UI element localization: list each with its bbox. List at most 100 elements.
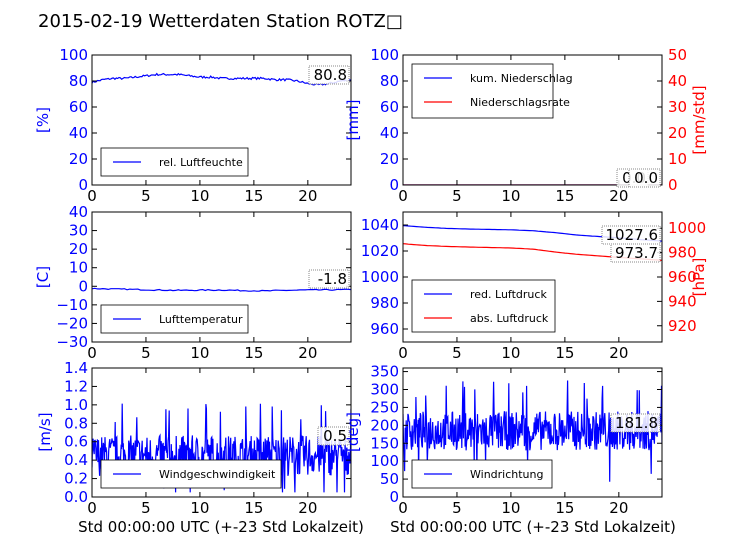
- legend-label: abs. Luftdruck: [470, 312, 549, 325]
- y-tick-label: 0.0: [64, 488, 88, 506]
- y-tick-label: 0: [78, 176, 88, 194]
- legend-label: Niederschlagsrate: [470, 96, 570, 109]
- last-value-label-box: [317, 426, 350, 446]
- legend-box: [100, 147, 249, 177]
- legend-label: Windgeschwindigkeit: [159, 468, 276, 481]
- x-tick-label: 0: [398, 187, 408, 205]
- y-tick-label: 0.6: [64, 433, 88, 451]
- last-value-label: 0.5: [323, 427, 347, 445]
- y-tick-label: 0.4: [64, 451, 88, 469]
- y-right-tick-label: 940: [668, 292, 697, 310]
- y-right-tick-label: 960: [668, 268, 697, 286]
- series-line-rel-luftfeuchte: [92, 72, 351, 86]
- x-tick-label: 10: [190, 187, 209, 205]
- y-right-tick-label: 30: [668, 98, 687, 116]
- last-value-label-box: [308, 269, 350, 289]
- y-tick-label: 250: [370, 398, 399, 416]
- y-tick-label: 300: [370, 381, 399, 399]
- y-tick-label: 80: [380, 72, 399, 90]
- x-tick-label: 20: [609, 344, 628, 362]
- legend-label: Lufttemperatur: [159, 313, 243, 326]
- y-tick-label: −10: [56, 296, 88, 314]
- x-tick-label: 0: [398, 344, 408, 362]
- x-tick-label: 20: [609, 187, 628, 205]
- y-tick-label: 1000: [361, 268, 399, 286]
- x-tick-label: 15: [555, 344, 574, 362]
- last-value-label: -1.8: [318, 270, 347, 288]
- y-tick-label: 30: [69, 222, 88, 240]
- figure-title: 2015-02-19 Wetterdaten Station ROTZ□: [38, 11, 403, 32]
- last-value-label: 181.8: [615, 414, 658, 432]
- x-tick-label: 20: [609, 499, 628, 517]
- last-value-label: 1027.6: [606, 226, 659, 244]
- y-right-tick-label: 920: [668, 317, 697, 335]
- panel-wind-speed: 0 5 10 15 20 0.00.20.40.60.81.01.21.4 [m/s] 0.5…: [36, 359, 352, 517]
- x-tick-label: 10: [501, 499, 520, 517]
- x-tick-label: 0: [87, 344, 97, 362]
- x-tick-label: 5: [452, 344, 462, 362]
- y-tick-label: 0: [78, 277, 88, 295]
- y-tick-label: 80: [69, 72, 88, 90]
- y-tick-label: 980: [370, 294, 399, 312]
- y-tick-label: 1.4: [64, 359, 88, 377]
- last-value-label: 80.8: [314, 66, 347, 84]
- y-tick-label: 40: [69, 124, 88, 142]
- x-tick-label: 10: [190, 344, 209, 362]
- y-tick-label: 960: [370, 320, 399, 338]
- x-tick-label: 15: [244, 499, 263, 517]
- x-tick-label: 15: [555, 187, 574, 205]
- last-value-label-2: 973.7: [615, 244, 658, 262]
- y-tick-label: 100: [370, 46, 399, 64]
- x-tick-label: 10: [501, 187, 520, 205]
- y-tick-label: 40: [69, 203, 88, 221]
- legend-box: [411, 279, 556, 333]
- x-tick-label: 15: [244, 344, 263, 362]
- x-tick-label: 20: [298, 344, 317, 362]
- y-right-axis-label: [hPa]: [690, 258, 708, 297]
- y-tick-label: 1.2: [64, 377, 88, 395]
- series-line-windgeschwindigkeit: [92, 403, 351, 493]
- x-tick-label: 5: [141, 344, 151, 362]
- x-axis-label-right: Std 00:00:00 UTC (+-23 Std Lokalzeit): [390, 518, 676, 536]
- y-axis-label: [C]: [34, 266, 52, 288]
- x-tick-label: 10: [190, 499, 209, 517]
- panel-humidity: 0 5 10 15 20 0 20 40 60 80 100 [%] 80.8 rel. Luftfeuc…: [34, 46, 352, 205]
- y-tick-label: 1.0: [64, 396, 88, 414]
- x-tick-label: 5: [452, 499, 462, 517]
- y-tick-label: 0.2: [64, 470, 88, 488]
- y-tick-label: −20: [56, 314, 88, 332]
- plot-frame: [91, 211, 352, 343]
- x-tick-label: 5: [141, 499, 151, 517]
- panel-precipitation: 0 5 10 15 20 0 20 40 60 80 100 0 10 20 30 40 50 [mm] [mm/s…: [344, 46, 708, 205]
- y-tick-label: 350: [370, 363, 399, 381]
- y-tick-label: 50: [380, 470, 399, 488]
- plot-frame: [91, 54, 352, 186]
- legend-label: rel. Luftfeuchte: [159, 156, 243, 169]
- y-right-tick-label: 10: [668, 150, 687, 168]
- x-tick-label: 5: [141, 187, 151, 205]
- series-line-lufttemperatur: [92, 287, 351, 292]
- legend-box: [411, 63, 554, 119]
- y-tick-label: 150: [370, 434, 399, 452]
- y-tick-label: 40: [380, 124, 399, 142]
- y-axis-label: [m/s]: [36, 412, 54, 451]
- last-value-label-box: [610, 413, 661, 433]
- x-tick-label: 5: [452, 187, 462, 205]
- x-tick-label: 20: [298, 499, 317, 517]
- y-right-tick-label: 50: [668, 46, 687, 64]
- x-tick-label: 0: [87, 187, 97, 205]
- y-tick-label: 0: [389, 176, 399, 194]
- x-tick-label: 15: [244, 187, 263, 205]
- plot-frame: [91, 367, 352, 498]
- y-tick-label: 1020: [361, 242, 399, 260]
- x-tick-label: 20: [298, 187, 317, 205]
- legend-label: Windrichtung: [470, 468, 543, 481]
- y-tick-label: 0.8: [64, 414, 88, 432]
- x-tick-label: 10: [501, 344, 520, 362]
- y-axis-label: [%]: [34, 107, 52, 133]
- legend-box: [100, 459, 282, 489]
- plot-frame: [402, 367, 663, 498]
